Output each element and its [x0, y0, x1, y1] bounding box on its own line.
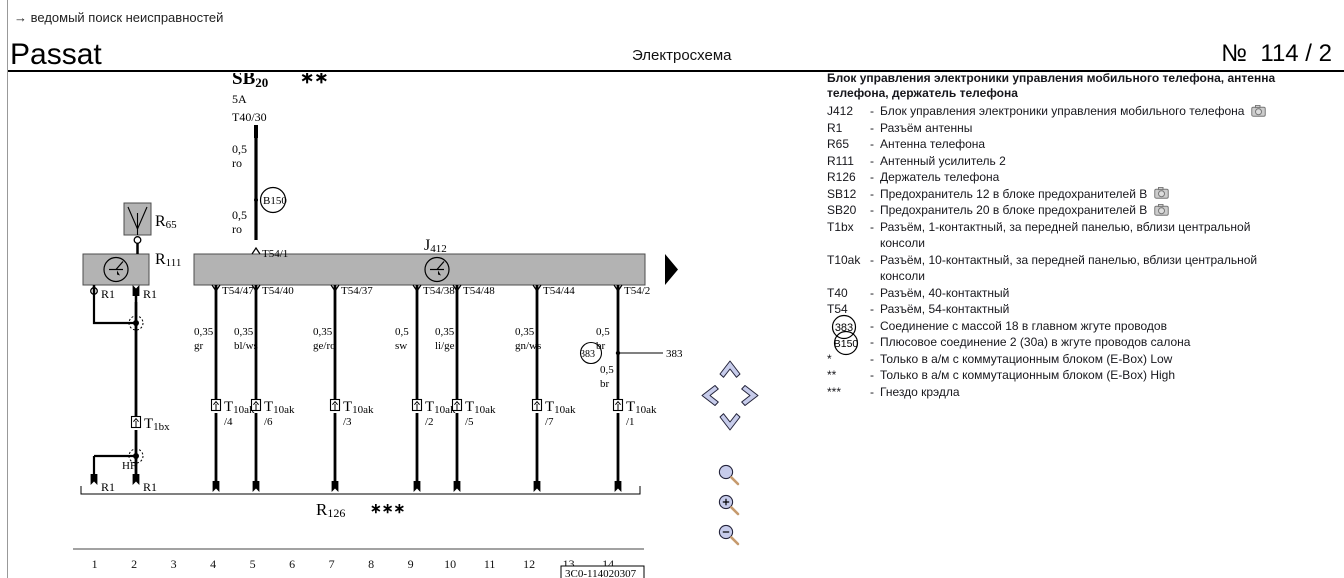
svg-text:R1: R1	[143, 480, 157, 494]
svg-text:T10ak: T10ak	[264, 399, 295, 416]
svg-text:8: 8	[368, 557, 374, 571]
svg-text:10: 10	[444, 557, 456, 571]
svg-text:li/ge: li/ge	[435, 340, 455, 352]
svg-text:12: 12	[523, 557, 535, 571]
svg-text:T54/47: T54/47	[222, 285, 254, 297]
svg-text:R126: R126	[316, 500, 345, 520]
svg-text:0,5: 0,5	[232, 208, 247, 222]
svg-text:5: 5	[250, 557, 256, 571]
svg-text:T54/40: T54/40	[262, 285, 294, 297]
svg-text:/2: /2	[425, 416, 434, 428]
svg-text:T54/1: T54/1	[262, 248, 288, 260]
svg-text:R111: R111	[155, 251, 181, 269]
svg-text:T40/30: T40/30	[232, 110, 267, 124]
svg-text:0,5: 0,5	[232, 142, 247, 156]
svg-text:3C0-114020307: 3C0-114020307	[565, 568, 637, 578]
svg-text:T54/38: T54/38	[423, 285, 455, 297]
svg-text:ro: ro	[232, 156, 242, 170]
svg-text:R65: R65	[155, 213, 177, 231]
svg-text:ge/ro: ge/ro	[313, 340, 336, 352]
svg-text:1: 1	[92, 557, 98, 571]
svg-text:SB20: SB20	[232, 73, 268, 90]
svg-text:T10ak: T10ak	[626, 399, 657, 416]
svg-text:5A: 5A	[232, 92, 247, 106]
svg-text:/4: /4	[224, 416, 233, 428]
svg-text:R1: R1	[101, 287, 115, 301]
svg-text:0,5: 0,5	[600, 364, 614, 376]
svg-text:9: 9	[408, 557, 414, 571]
svg-text:7: 7	[329, 557, 335, 571]
svg-text:4: 4	[210, 557, 216, 571]
svg-text:T10ak: T10ak	[224, 399, 255, 416]
svg-text:6: 6	[289, 557, 295, 571]
svg-text:T1bx: T1bx	[144, 416, 170, 433]
svg-text:HF: HF	[122, 460, 136, 472]
svg-text:0,35: 0,35	[515, 326, 535, 338]
svg-text:sw: sw	[395, 340, 407, 352]
svg-text:br: br	[600, 378, 610, 390]
svg-text:0,35: 0,35	[194, 326, 214, 338]
svg-text:T10ak: T10ak	[425, 399, 456, 416]
svg-text:/6: /6	[264, 416, 273, 428]
svg-text:B150: B150	[834, 338, 859, 350]
svg-text:3: 3	[171, 557, 177, 571]
svg-text:0,35: 0,35	[234, 326, 254, 338]
svg-text:11: 11	[484, 557, 496, 571]
svg-text:/5: /5	[465, 416, 474, 428]
svg-text:/1: /1	[626, 416, 635, 428]
svg-text:383: 383	[580, 349, 595, 360]
svg-text:T54/37: T54/37	[341, 285, 373, 297]
svg-text:gn/ws: gn/ws	[515, 340, 541, 352]
svg-text:0,35: 0,35	[313, 326, 333, 338]
svg-text:0,35: 0,35	[435, 326, 455, 338]
svg-text:T54/48: T54/48	[463, 285, 495, 297]
svg-text:T10ak: T10ak	[465, 399, 496, 416]
svg-text:∗∗∗: ∗∗∗	[370, 502, 405, 517]
svg-text:2: 2	[131, 557, 137, 571]
svg-text:R1: R1	[101, 480, 115, 494]
svg-text:gr: gr	[194, 340, 204, 352]
svg-text:T10ak: T10ak	[343, 399, 374, 416]
svg-text:ro: ro	[232, 222, 242, 236]
svg-text:T10ak: T10ak	[545, 399, 576, 416]
svg-text:J412: J412	[424, 237, 447, 255]
svg-text:B150: B150	[263, 195, 287, 207]
svg-text:bl/ws: bl/ws	[234, 340, 258, 352]
svg-text:T54/44: T54/44	[543, 285, 575, 297]
svg-text:T54/2: T54/2	[624, 285, 650, 297]
svg-text:/3: /3	[343, 416, 352, 428]
svg-text:0,5: 0,5	[395, 326, 409, 338]
svg-text:0,5: 0,5	[596, 326, 610, 338]
svg-text:∗∗: ∗∗	[300, 73, 329, 87]
svg-text:/7: /7	[545, 416, 554, 428]
svg-text:R1: R1	[143, 287, 157, 301]
svg-text:383: 383	[666, 348, 683, 360]
